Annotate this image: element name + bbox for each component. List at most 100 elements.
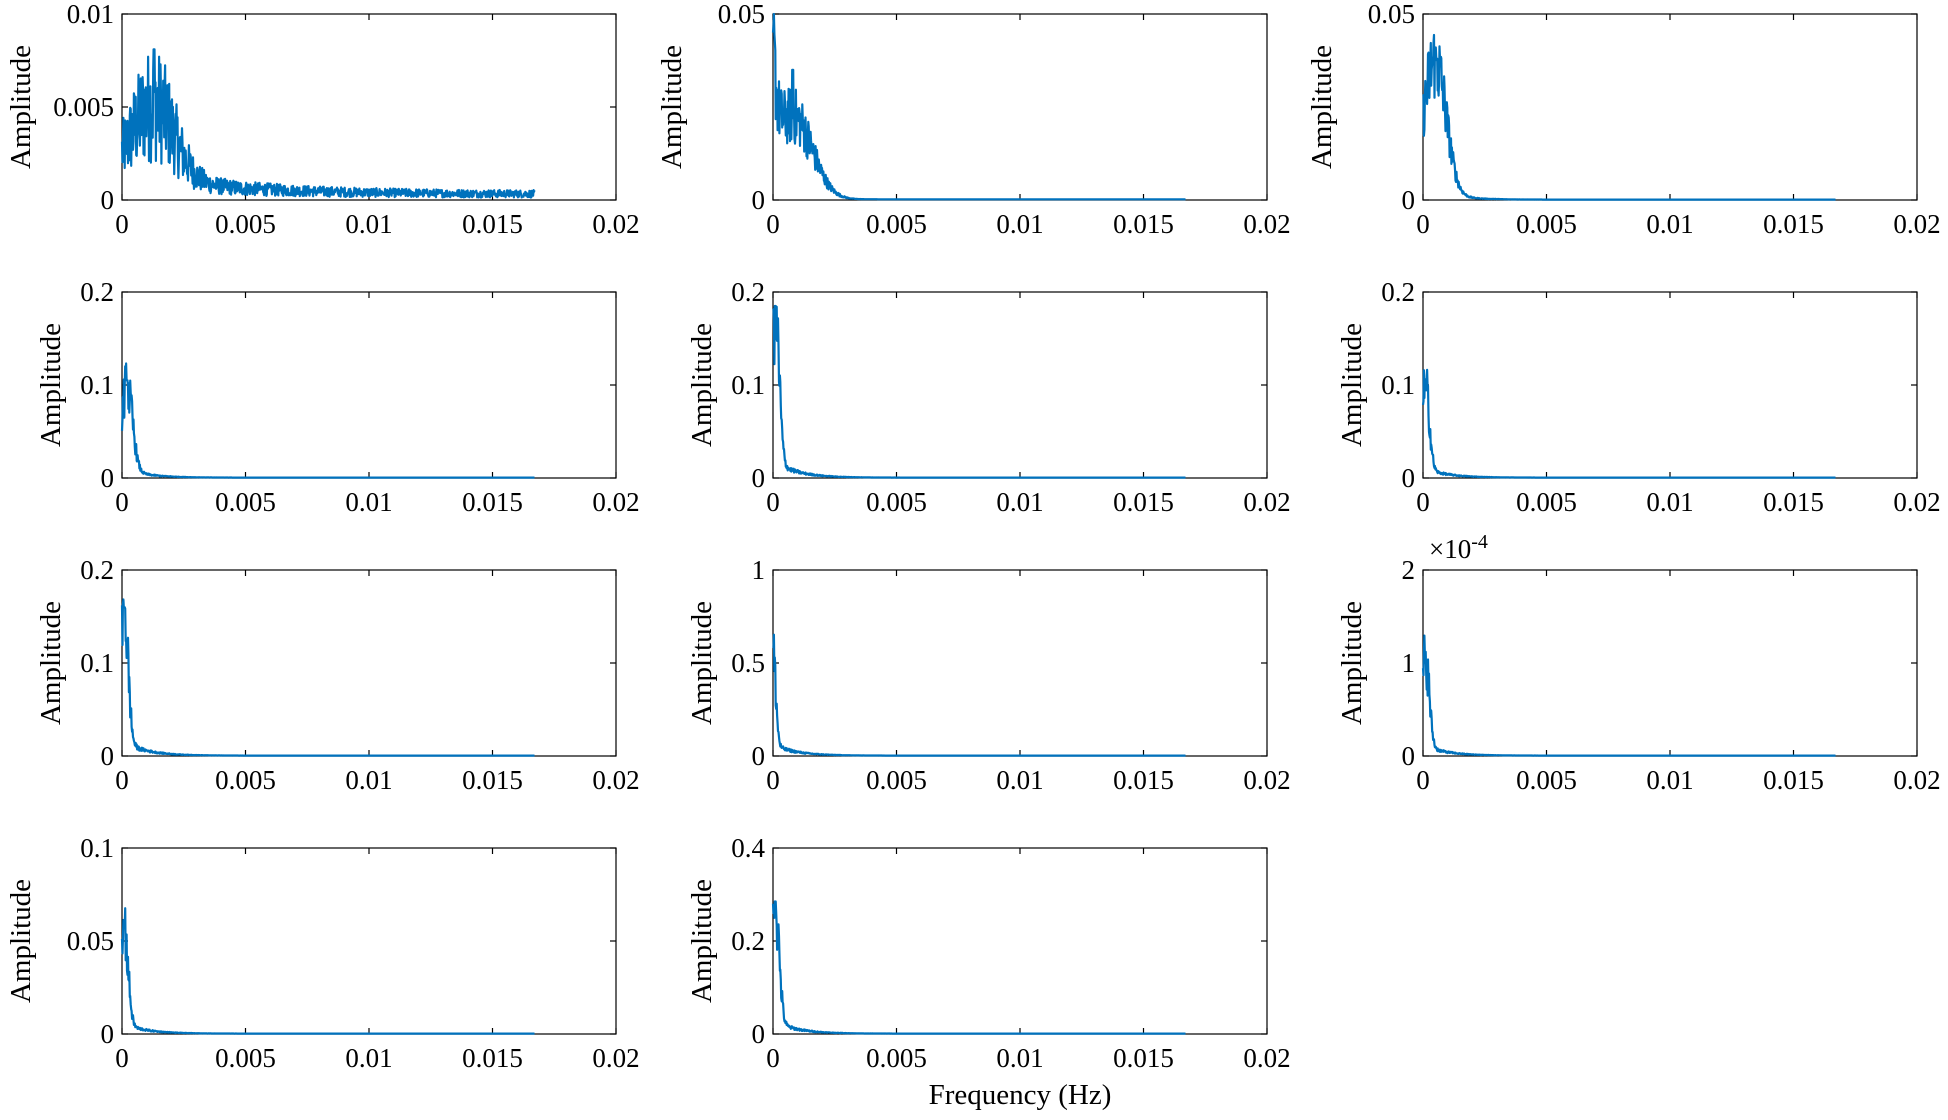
spectrum-line: [120, 907, 536, 1035]
subplot-5: 0 0.005 0.01 0.015 0.02 0 0.1 0.2 Amplitude: [686, 277, 1291, 517]
y-tick-label: 0.2: [731, 277, 765, 307]
y-axis-label: Amplitude: [1306, 45, 1338, 169]
plot-frame: [121, 569, 617, 757]
y-tick-label: 1: [752, 555, 766, 585]
y-tick-label: 0: [752, 741, 766, 771]
spectrum-line: [771, 900, 1187, 1035]
y-tick-label: 0.1: [80, 648, 114, 678]
x-tick-label: 0: [766, 765, 780, 795]
x-tick-label: 0.02: [1243, 765, 1290, 795]
y-axis-label: Amplitude: [656, 45, 688, 169]
y-tick-label: 0.05: [1368, 0, 1415, 29]
y-tick-label: 0.1: [731, 370, 765, 400]
x-tick-label: 0.02: [592, 1043, 639, 1073]
y-tick-label: 0.005: [53, 92, 114, 122]
x-tick-label: 0: [115, 1043, 129, 1073]
y-axis-label: Amplitude: [686, 323, 718, 447]
y-tick-label: 0: [1402, 185, 1416, 215]
spectrum-line: [1421, 634, 1837, 757]
spectrum-line: [772, 304, 1187, 479]
x-tick-label: 0.015: [1113, 487, 1174, 517]
x-tick-label: 0.015: [462, 765, 523, 795]
x-tick-label: 0: [766, 209, 780, 239]
x-tick-label: 0.01: [996, 1043, 1043, 1073]
y-tick-label: 0: [101, 463, 115, 493]
x-tick-label: 0: [766, 487, 780, 517]
x-tick-label: 0: [115, 765, 129, 795]
subplot-1: 0 0.005 0.01 0.015 0.02 0 0.005 0.01 Amplitude: [5, 0, 640, 239]
subplot-6: 0 0.005 0.01 0.015 0.02 0 0.1 0.2 Amplitude: [1336, 277, 1941, 517]
x-tick-label: 0.015: [1113, 1043, 1174, 1073]
y-tick-label: 0.2: [731, 926, 765, 956]
x-tick-label: 0.01: [996, 209, 1043, 239]
subplot-8: 0 0.005 0.01 0.015 0.02 0 0.5 1 Amplitude: [686, 555, 1291, 795]
x-tick-label: 0.02: [1893, 487, 1940, 517]
x-tick-label: 0.01: [1646, 209, 1693, 239]
x-tick-label: 0.005: [866, 765, 927, 795]
plot-frame: [121, 291, 617, 479]
plot-frame: [772, 291, 1268, 479]
y-tick-label: 0: [1402, 463, 1416, 493]
y-axis-label: Amplitude: [35, 323, 67, 447]
x-tick-label: 0: [1416, 209, 1430, 239]
subplot-11: 0 0.005 0.01 0.015 0.02 0 0.2 0.4 Amplitude: [686, 833, 1291, 1073]
y-exponent-label: ×10-4: [1429, 531, 1488, 564]
y-tick-label: 0: [752, 1019, 766, 1049]
y-axis-label: Amplitude: [686, 879, 718, 1003]
y-tick-label: 0.05: [718, 0, 765, 29]
spectrum-line: [772, 633, 1187, 757]
spectrum-line: [1422, 33, 1837, 201]
y-tick-label: 0.4: [731, 833, 765, 863]
x-tick-label: 0.02: [1893, 209, 1940, 239]
x-tick-label: 0.02: [1243, 209, 1290, 239]
y-tick-label: 0.5: [731, 648, 765, 678]
x-tick-label: 0.015: [1763, 209, 1824, 239]
x-tick-label: 0.02: [1893, 765, 1940, 795]
x-tick-label: 0.01: [996, 487, 1043, 517]
x-tick-label: 0.01: [1646, 765, 1693, 795]
x-tick-label: 0.02: [592, 765, 639, 795]
subplot-7: 0 0.005 0.01 0.015 0.02 0 0.1 0.2 Amplitude: [35, 555, 640, 795]
x-tick-label: 0.015: [1113, 209, 1174, 239]
plot-frame: [772, 569, 1268, 757]
plot-frame: [1422, 13, 1918, 201]
x-tick-label: 0.005: [1516, 209, 1577, 239]
x-tick-label: 0.015: [462, 487, 523, 517]
x-tick-label: 0.01: [1646, 487, 1693, 517]
x-tick-label: 0.005: [215, 1043, 276, 1073]
subplot-4: 0 0.005 0.01 0.015 0.02 0 0.1 0.2 Amplitude: [35, 277, 640, 517]
x-tick-label: 0.015: [462, 1043, 523, 1073]
x-tick-label: 0.015: [1763, 487, 1824, 517]
x-tick-label: 0.02: [1243, 487, 1290, 517]
x-tick-label: 0: [766, 1043, 780, 1073]
subplot-3: 0 0.005 0.01 0.015 0.02 0 0.05 Amplitude: [1306, 0, 1941, 239]
y-tick-label: 0.05: [67, 926, 114, 956]
x-tick-label: 0: [115, 209, 129, 239]
x-tick-label: 0: [1416, 487, 1430, 517]
x-tick-label: 0.01: [345, 1043, 392, 1073]
y-tick-label: 0: [101, 185, 115, 215]
x-tick-label: 0.005: [215, 765, 276, 795]
x-tick-label: 0.005: [1516, 487, 1577, 517]
plot-frame: [772, 847, 1268, 1035]
spectrum-line: [120, 48, 536, 199]
x-tick-label: 0.015: [462, 209, 523, 239]
x-tick-label: 0.015: [1763, 765, 1824, 795]
plot-frame: [1422, 291, 1918, 479]
y-axis-label: Amplitude: [1336, 601, 1368, 725]
spectrum-line: [771, 12, 1187, 201]
y-tick-label: 1: [1402, 648, 1416, 678]
x-tick-label: 0.005: [866, 1043, 927, 1073]
x-tick-label: 0.01: [345, 487, 392, 517]
x-tick-label: 0.005: [1516, 765, 1577, 795]
y-tick-label: 0.1: [80, 833, 114, 863]
x-tick-label: 0.02: [592, 487, 639, 517]
spectrum-line: [120, 598, 536, 757]
y-tick-label: 2: [1402, 555, 1416, 585]
y-axis-label: Amplitude: [5, 45, 37, 169]
y-axis-label: Amplitude: [1336, 323, 1368, 447]
subplot-2: 0 0.005 0.01 0.015 0.02 0 0.05 Amplitude: [656, 0, 1291, 239]
y-tick-label: 0.1: [80, 370, 114, 400]
plot-frame: [121, 847, 617, 1035]
